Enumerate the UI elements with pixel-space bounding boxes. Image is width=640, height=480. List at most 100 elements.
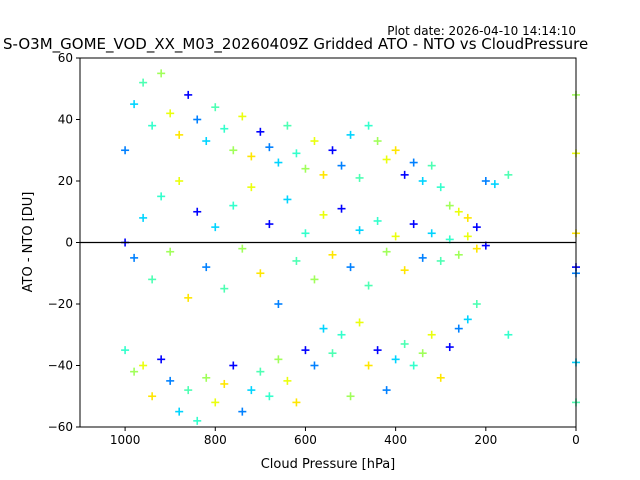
scatter-point [229,361,238,370]
scatter-point [292,149,301,158]
scatter-point [346,263,355,272]
scatter-point [220,379,229,388]
x-axis: 1000 800 600 400 200 0 [110,427,580,447]
scatter-point [130,253,139,262]
scatter-point [463,213,472,222]
scatter-point [247,386,256,395]
scatter-point [202,373,211,382]
scatter-point [472,244,481,253]
scatter-point [139,78,148,87]
scatter-point [157,69,166,78]
y-tick-label: −20 [48,297,73,311]
scatter-point [121,146,130,155]
scatter-point [283,376,292,385]
scatter-point [229,201,238,210]
scatter-point [265,143,274,152]
scatter-point [445,343,454,352]
scatter-point [436,183,445,192]
scatter-point [355,318,364,327]
scatter-point [391,146,400,155]
scatter-point [211,103,220,112]
scatter-point [373,216,382,225]
scatter-point [382,386,391,395]
scatter-point [238,244,247,253]
scatter-point [175,407,184,416]
scatter-point [157,192,166,201]
scatter-point [139,213,148,222]
scatter-point [238,407,247,416]
scatter-point [490,180,499,189]
scatter-point [247,152,256,161]
scatter-point [283,195,292,204]
scatter-point [436,256,445,265]
scatter-point [400,170,409,179]
scatter-point [391,232,400,241]
scatter-point [274,300,283,308]
y-tick-label: 60 [58,51,73,65]
scatter-point [148,392,157,401]
scatter-point [247,183,256,192]
scatter-point [256,269,265,278]
scatter-point [274,355,283,364]
scatter-point [319,210,328,219]
scatter-point [454,250,463,259]
scatter-point [265,220,274,229]
scatter-point [418,177,427,185]
scatter-point [364,281,373,290]
scatter-point [265,392,274,401]
x-tick-label: 800 [204,433,227,447]
scatter-point [373,137,382,146]
y-tick-label: 0 [65,236,73,250]
scatter-point [256,127,265,136]
scatter-point [292,398,301,407]
x-tick-label: 1000 [110,433,141,447]
scatter-point [130,367,139,376]
scatter-point [328,250,337,259]
y-tick-label: 40 [58,113,73,127]
scatter-point [409,158,418,167]
scatter-point [166,247,175,256]
scatter-point [400,339,409,348]
scatter-point [220,124,229,133]
y-tick-label: 20 [58,174,73,188]
x-tick-label: 400 [384,433,407,447]
scatter-points [121,69,580,425]
scatter-point [400,266,409,275]
scatter-point [364,121,373,130]
scatter-point [310,275,319,284]
plot-date: Plot date: 2026-04-10 14:14:10 [387,24,576,38]
scatter-point [427,229,436,238]
scatter-point [193,115,202,124]
scatter-point [463,232,472,241]
scatter-point [391,355,400,364]
scatter-point [121,346,130,355]
scatter-point [256,367,265,376]
scatter-point [454,324,463,333]
scatter-point [202,263,211,272]
scatter-point [355,173,364,182]
scatter-point [427,161,436,170]
x-tick-label: 0 [572,433,580,447]
x-tick-label: 600 [294,433,317,447]
scatter-point [364,361,373,370]
scatter-point [238,112,247,121]
scatter-point [337,161,346,170]
scatter-point [301,164,310,173]
scatter-point [382,247,391,256]
y-tick-label: −40 [48,359,73,373]
scatter-point [229,146,238,155]
scatter-point [211,223,220,232]
scatter-point [382,155,391,164]
scatter-point [310,137,319,146]
scatter-point [328,146,337,155]
scatter-point [292,256,301,265]
scatter-point [220,284,229,293]
scatter-point [211,398,220,407]
scatter-point [346,130,355,139]
x-axis-label: Cloud Pressure [hPa] [261,457,396,472]
y-axis: −60 −40 −20 0 20 40 60 [48,51,80,434]
y-tick-label: −60 [48,420,73,434]
scatter-point [472,300,481,308]
scatter-point [301,229,310,238]
